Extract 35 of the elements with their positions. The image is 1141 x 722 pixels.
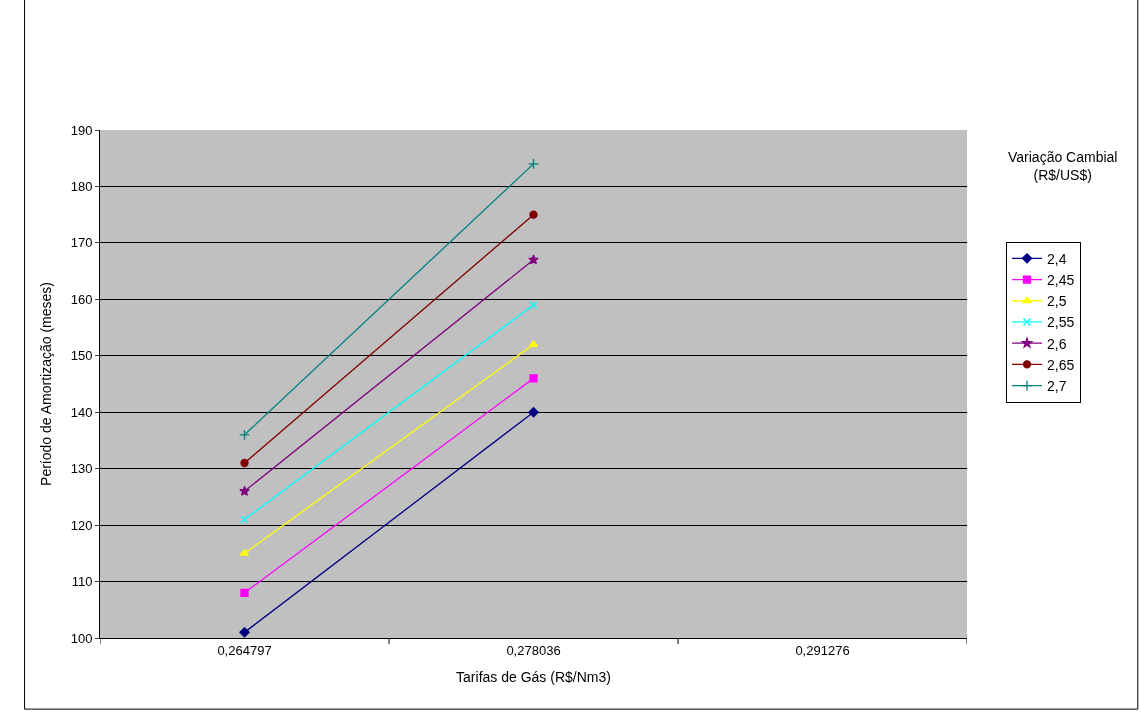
point — [529, 210, 538, 219]
point — [239, 627, 250, 638]
legend-label: 2,5 — [1047, 293, 1067, 310]
y-tick-label: 180 — [70, 178, 93, 194]
legend-label: 2,7 — [1047, 378, 1067, 395]
point — [240, 458, 249, 468]
legend-label: 2,65 — [1047, 356, 1075, 373]
point — [238, 429, 251, 441]
legend-label: 2,6 — [1047, 335, 1067, 352]
point — [528, 407, 539, 418]
point — [527, 158, 540, 170]
x-tick-label: 0,291276 — [795, 642, 850, 658]
y-tick-label: 120 — [70, 517, 93, 533]
y-tick-label: 100 — [70, 630, 93, 646]
legend-title: Variação Cambial (R$/US$) — [1008, 149, 1118, 184]
point — [529, 300, 538, 310]
point — [528, 254, 539, 265]
point — [529, 374, 538, 383]
x-tick-label: 0,278036 — [506, 642, 561, 658]
y-tick-label: 160 — [70, 291, 93, 307]
y-tick-label: 190 — [70, 122, 93, 138]
legend-label: 2,4 — [1047, 250, 1067, 267]
legend-label: 2,45 — [1047, 272, 1075, 289]
y-tick-label: 140 — [70, 404, 93, 420]
y-tick-label: 130 — [70, 461, 93, 477]
legend-label: 2,55 — [1047, 314, 1075, 331]
y-tick-label: 110 — [71, 574, 93, 590]
y-axis-title: Período de Amortização (meses) — [38, 282, 55, 486]
point — [240, 588, 249, 597]
x-axis-title: Tarifas de Gás (R$/Nm3) — [456, 668, 611, 685]
point — [239, 485, 250, 496]
point — [240, 515, 249, 524]
x-tick-label: 0,264797 — [217, 642, 272, 658]
y-tick-label: 170 — [70, 235, 93, 251]
y-tick-label: 150 — [70, 348, 93, 364]
